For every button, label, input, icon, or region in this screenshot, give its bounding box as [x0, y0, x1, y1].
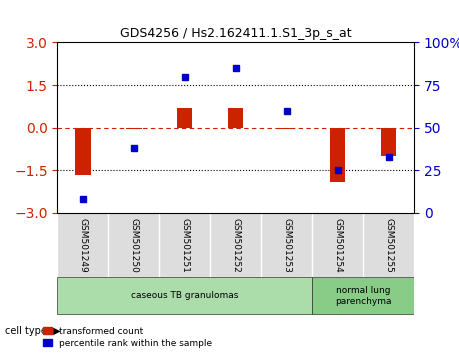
Bar [228, 108, 243, 128]
Bar [329, 128, 345, 182]
Text: GSM501252: GSM501252 [231, 218, 240, 273]
Title: GDS4256 / Hs2.162411.1.S1_3p_s_at: GDS4256 / Hs2.162411.1.S1_3p_s_at [120, 27, 351, 40]
Legend: transformed count, percentile rank within the sample: transformed count, percentile rank withi… [41, 325, 214, 349]
Text: cell type  ▶: cell type ▶ [5, 326, 60, 336]
Bar [75, 128, 90, 175]
Bar [279, 128, 294, 129]
FancyBboxPatch shape [312, 278, 413, 314]
Bar [126, 128, 141, 129]
Text: GSM501255: GSM501255 [383, 218, 392, 273]
FancyBboxPatch shape [57, 278, 312, 314]
Text: GSM501251: GSM501251 [180, 218, 189, 273]
Text: GSM501249: GSM501249 [78, 218, 87, 273]
Text: caseous TB granulomas: caseous TB granulomas [131, 291, 238, 301]
Text: GSM501253: GSM501253 [281, 218, 291, 273]
Bar [177, 108, 192, 128]
Text: GSM501250: GSM501250 [129, 218, 138, 273]
Text: GSM501254: GSM501254 [332, 218, 341, 273]
Text: normal lung
parenchyma: normal lung parenchyma [334, 286, 391, 306]
Bar [380, 128, 395, 156]
